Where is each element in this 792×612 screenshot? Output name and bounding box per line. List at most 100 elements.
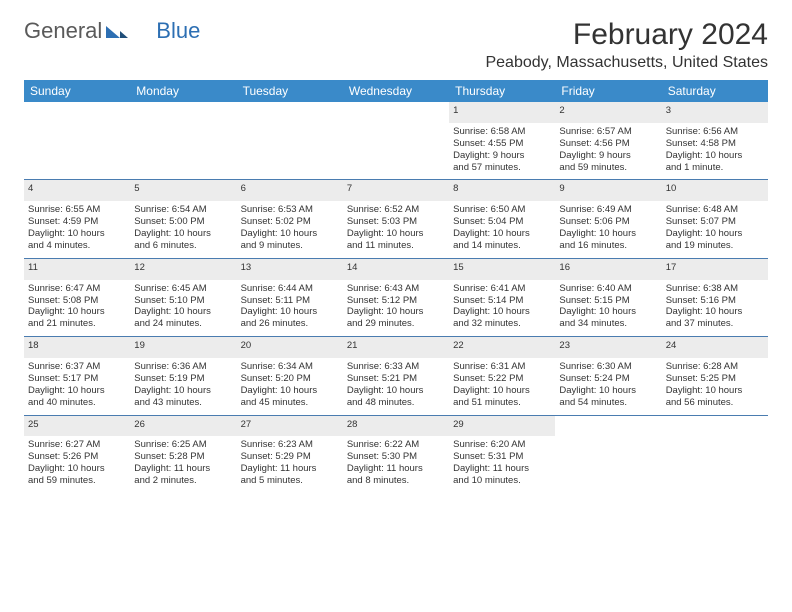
sunrise-text: Sunrise: 6:54 AM xyxy=(134,204,232,216)
sunset-text: Sunset: 5:30 PM xyxy=(347,451,445,463)
day-cell-empty xyxy=(343,123,449,180)
day-cell: Sunrise: 6:25 AMSunset: 5:28 PMDaylight:… xyxy=(130,436,236,493)
header: General Blue February 2024 Peabody, Mass… xyxy=(24,18,768,72)
sunset-text: Sunset: 5:00 PM xyxy=(134,216,232,228)
sunrise-text: Sunrise: 6:30 AM xyxy=(559,361,657,373)
daynum: 9 xyxy=(555,180,661,201)
sunset-text: Sunset: 5:10 PM xyxy=(134,295,232,307)
daynum: 16 xyxy=(555,258,661,279)
day-cell: Sunrise: 6:53 AMSunset: 5:02 PMDaylight:… xyxy=(237,201,343,258)
sunset-text: Sunset: 5:26 PM xyxy=(28,451,126,463)
day-cell: Sunrise: 6:56 AMSunset: 4:58 PMDaylight:… xyxy=(662,123,768,180)
sunrise-text: Sunrise: 6:37 AM xyxy=(28,361,126,373)
daynum: 24 xyxy=(662,337,768,358)
day-cell: Sunrise: 6:37 AMSunset: 5:17 PMDaylight:… xyxy=(24,358,130,415)
daylight-text-1: Daylight: 10 hours xyxy=(28,385,126,397)
sunrise-text: Sunrise: 6:31 AM xyxy=(453,361,551,373)
sunrise-text: Sunrise: 6:55 AM xyxy=(28,204,126,216)
weekday-header: Monday xyxy=(130,80,236,102)
sunrise-text: Sunrise: 6:45 AM xyxy=(134,283,232,295)
daylight-text-2: and 8 minutes. xyxy=(347,475,445,487)
daylight-text-2: and 9 minutes. xyxy=(241,240,339,252)
daynum: 29 xyxy=(449,415,555,436)
day-cell: Sunrise: 6:48 AMSunset: 5:07 PMDaylight:… xyxy=(662,201,768,258)
daylight-text-1: Daylight: 10 hours xyxy=(134,228,232,240)
sunset-text: Sunset: 5:24 PM xyxy=(559,373,657,385)
sunset-text: Sunset: 5:20 PM xyxy=(241,373,339,385)
daynum: 14 xyxy=(343,258,449,279)
daynum-empty xyxy=(237,102,343,123)
sunrise-text: Sunrise: 6:40 AM xyxy=(559,283,657,295)
daynum: 17 xyxy=(662,258,768,279)
day-cell: Sunrise: 6:40 AMSunset: 5:15 PMDaylight:… xyxy=(555,280,661,337)
weekday-header-row: Sunday Monday Tuesday Wednesday Thursday… xyxy=(24,80,768,102)
daylight-text-1: Daylight: 10 hours xyxy=(666,150,764,162)
sunrise-text: Sunrise: 6:49 AM xyxy=(559,204,657,216)
sunrise-text: Sunrise: 6:43 AM xyxy=(347,283,445,295)
sunset-text: Sunset: 5:07 PM xyxy=(666,216,764,228)
month-title: February 2024 xyxy=(485,18,768,52)
weekday-header: Friday xyxy=(555,80,661,102)
daylight-text-2: and 5 minutes. xyxy=(241,475,339,487)
daylight-text-1: Daylight: 10 hours xyxy=(666,385,764,397)
daynum-row: 123 xyxy=(24,102,768,123)
day-cell: Sunrise: 6:57 AMSunset: 4:56 PMDaylight:… xyxy=(555,123,661,180)
brand-word2: Blue xyxy=(156,18,200,44)
daynum: 2 xyxy=(555,102,661,123)
daynum: 6 xyxy=(237,180,343,201)
daylight-text-2: and 1 minute. xyxy=(666,162,764,174)
sunrise-text: Sunrise: 6:57 AM xyxy=(559,126,657,138)
sunset-text: Sunset: 4:55 PM xyxy=(453,138,551,150)
sunset-text: Sunset: 5:02 PM xyxy=(241,216,339,228)
sunset-text: Sunset: 5:04 PM xyxy=(453,216,551,228)
daylight-text-2: and 56 minutes. xyxy=(666,397,764,409)
sunrise-text: Sunrise: 6:58 AM xyxy=(453,126,551,138)
daylight-text-2: and 26 minutes. xyxy=(241,318,339,330)
daylight-text-2: and 6 minutes. xyxy=(134,240,232,252)
sunrise-text: Sunrise: 6:34 AM xyxy=(241,361,339,373)
weekday-header: Thursday xyxy=(449,80,555,102)
location: Peabody, Massachusetts, United States xyxy=(485,54,768,72)
sunrise-text: Sunrise: 6:27 AM xyxy=(28,439,126,451)
sunset-text: Sunset: 5:31 PM xyxy=(453,451,551,463)
weekday-header: Tuesday xyxy=(237,80,343,102)
daynum: 4 xyxy=(24,180,130,201)
sunset-text: Sunset: 5:08 PM xyxy=(28,295,126,307)
sunset-text: Sunset: 4:56 PM xyxy=(559,138,657,150)
daylight-text-2: and 57 minutes. xyxy=(453,162,551,174)
day-cell: Sunrise: 6:33 AMSunset: 5:21 PMDaylight:… xyxy=(343,358,449,415)
sunrise-text: Sunrise: 6:48 AM xyxy=(666,204,764,216)
daylight-text-2: and 59 minutes. xyxy=(559,162,657,174)
sunrise-text: Sunrise: 6:25 AM xyxy=(134,439,232,451)
daynum-empty xyxy=(343,102,449,123)
daylight-text-2: and 43 minutes. xyxy=(134,397,232,409)
sunrise-text: Sunrise: 6:20 AM xyxy=(453,439,551,451)
day-cell: Sunrise: 6:50 AMSunset: 5:04 PMDaylight:… xyxy=(449,201,555,258)
daylight-text-1: Daylight: 10 hours xyxy=(241,228,339,240)
day-cell: Sunrise: 6:58 AMSunset: 4:55 PMDaylight:… xyxy=(449,123,555,180)
daylight-text-2: and 54 minutes. xyxy=(559,397,657,409)
daylight-text-2: and 45 minutes. xyxy=(241,397,339,409)
daynum: 11 xyxy=(24,258,130,279)
daynum-row: 18192021222324 xyxy=(24,337,768,358)
daynum-empty xyxy=(24,102,130,123)
sunrise-text: Sunrise: 6:41 AM xyxy=(453,283,551,295)
daynum: 22 xyxy=(449,337,555,358)
sunrise-text: Sunrise: 6:23 AM xyxy=(241,439,339,451)
daynum: 7 xyxy=(343,180,449,201)
daylight-text-2: and 21 minutes. xyxy=(28,318,126,330)
sunrise-text: Sunrise: 6:52 AM xyxy=(347,204,445,216)
daylight-text-1: Daylight: 10 hours xyxy=(28,463,126,475)
calendar-table: Sunday Monday Tuesday Wednesday Thursday… xyxy=(24,80,768,493)
day-cell: Sunrise: 6:44 AMSunset: 5:11 PMDaylight:… xyxy=(237,280,343,337)
daynum: 3 xyxy=(662,102,768,123)
day-cell: Sunrise: 6:31 AMSunset: 5:22 PMDaylight:… xyxy=(449,358,555,415)
sunset-text: Sunset: 5:03 PM xyxy=(347,216,445,228)
sunrise-text: Sunrise: 6:22 AM xyxy=(347,439,445,451)
day-cell-empty xyxy=(130,123,236,180)
daynum: 26 xyxy=(130,415,236,436)
day-cell: Sunrise: 6:22 AMSunset: 5:30 PMDaylight:… xyxy=(343,436,449,493)
daylight-text-2: and 10 minutes. xyxy=(453,475,551,487)
daylight-text-1: Daylight: 10 hours xyxy=(134,306,232,318)
detail-row: Sunrise: 6:55 AMSunset: 4:59 PMDaylight:… xyxy=(24,201,768,258)
